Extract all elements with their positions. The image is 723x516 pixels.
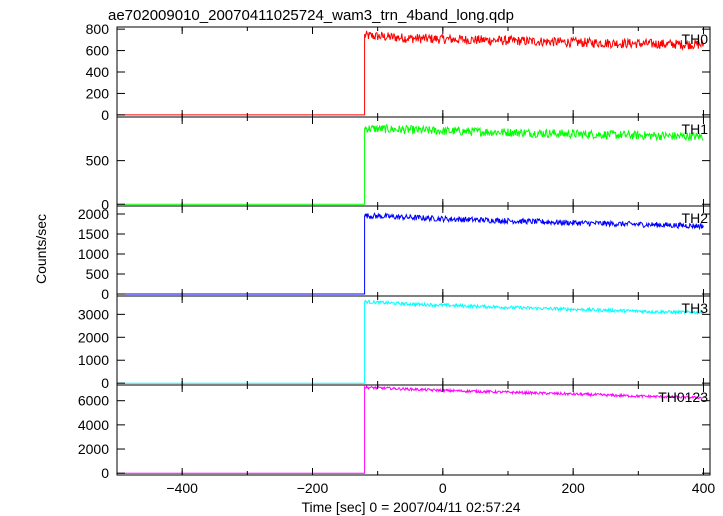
series-line-th2: [117, 212, 704, 295]
panel-th0: 0 200 400 600 800 TH0: [86, 21, 711, 123]
x-tick-label: −400: [166, 480, 198, 496]
y-tick-label: 200: [86, 85, 110, 101]
series-label-th0: TH0: [682, 31, 709, 47]
y-tick-label: 3000: [78, 306, 109, 322]
panel-th2: 0 500 1000 1500 2000 TH2: [78, 205, 711, 302]
panel-frame: [116, 384, 711, 476]
panel-th3: 0 1000 2000 3000 TH3: [78, 295, 711, 391]
x-tick-label: 400: [692, 480, 716, 496]
y-axis-label: Counts/sec: [33, 214, 49, 284]
y-tick-label: 0: [101, 465, 109, 481]
series-line-th3: [117, 299, 704, 384]
y-tick-label: 500: [86, 153, 110, 169]
series-line-th1: [117, 123, 704, 205]
y-tick-label: 1000: [78, 352, 109, 368]
x-axis-tick-labels: −400 −200 0 200 400: [166, 480, 715, 496]
y-tick-label: 0: [101, 107, 109, 123]
y-tick-label: 2000: [78, 206, 109, 222]
y-tick-label: 600: [86, 43, 110, 59]
y-tick-label: 1000: [78, 246, 109, 262]
y-tick-label: 2000: [78, 441, 109, 457]
y-tick-label: 800: [86, 21, 110, 37]
x-tick-label: 0: [439, 480, 447, 496]
panels: 0 200 400 600 800 TH0 0 500 TH1 0 500 1000 1500 2000 T…: [78, 21, 711, 481]
y-tick-label: 2000: [78, 329, 109, 345]
y-tick-label: 6000: [78, 393, 109, 409]
y-tick-label: 0: [101, 286, 109, 302]
y-tick-label: 0: [101, 196, 109, 212]
series-line-th0123: [117, 384, 704, 474]
panel-th1: 0 500 TH1: [86, 116, 711, 212]
series-label-th1: TH1: [682, 121, 709, 137]
x-tick-label: −200: [297, 480, 329, 496]
panel-frame: [116, 205, 711, 297]
series-line-th0: [117, 30, 704, 116]
chart-title: ae702009010_20070411025724_wam3_trn_4ban…: [108, 7, 514, 24]
y-tick-label: 500: [86, 266, 110, 282]
y-tick-label: 1500: [78, 226, 109, 242]
series-label-th2: TH2: [682, 210, 709, 226]
y-tick-label: 0: [101, 375, 109, 391]
x-axis-label: Time [sec] 0 = 2007/04/11 02:57:24: [301, 499, 520, 515]
y-tick-label: 400: [86, 64, 110, 80]
series-label-th3: TH3: [682, 300, 709, 316]
y-tick-label: 4000: [78, 417, 109, 433]
panel-th0123: 0 2000 4000 6000 TH0123: [78, 384, 711, 481]
series-label-th0123: TH0123: [658, 389, 708, 405]
x-tick-label: 200: [561, 480, 585, 496]
